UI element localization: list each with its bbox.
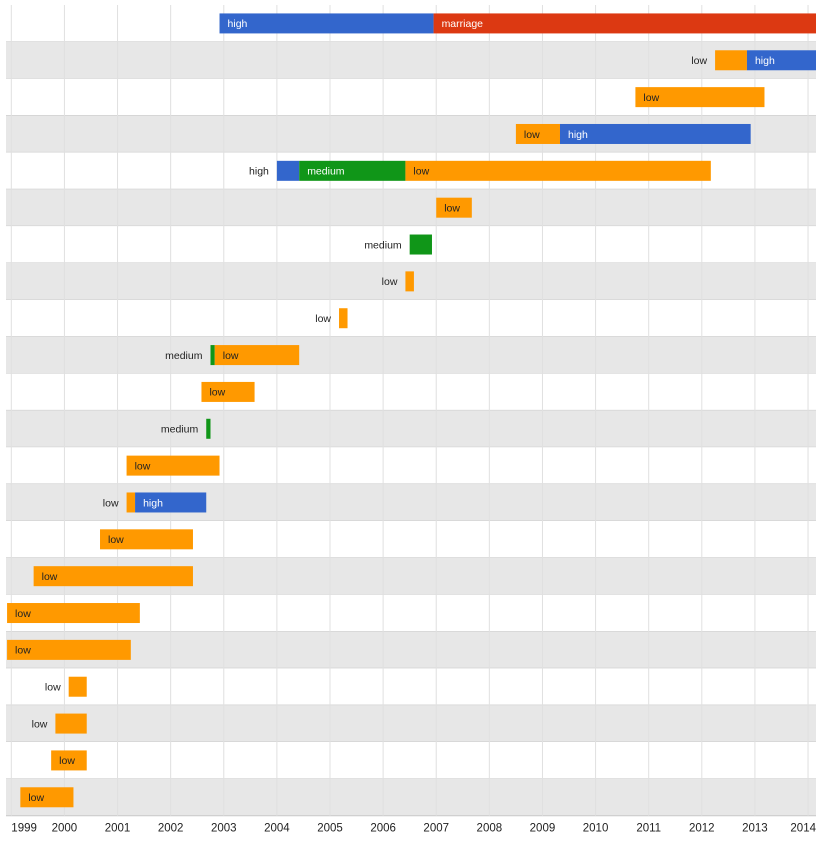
bar-low <box>7 603 140 624</box>
bar-label: low <box>32 718 48 730</box>
bar-label: low <box>413 166 429 178</box>
bar-high <box>219 13 434 34</box>
bar-label: high <box>143 497 163 509</box>
bar-label: high <box>228 18 248 30</box>
bar-high <box>746 50 816 71</box>
bar-label: low <box>209 387 225 399</box>
x-tick-label: 2008 <box>477 823 503 835</box>
bar-low <box>339 308 348 329</box>
row-background-9 <box>6 299 816 337</box>
row-background-21 <box>6 742 816 779</box>
bar-label: low <box>223 350 239 362</box>
bar-medium <box>210 345 215 366</box>
row-backgrounds <box>6 5 816 817</box>
bar-medium <box>409 234 432 255</box>
bar-label: low <box>15 608 31 620</box>
row-background-20 <box>6 705 816 742</box>
row-background-19 <box>6 668 816 706</box>
bar-high <box>276 160 300 181</box>
x-tick-label: 2003 <box>211 823 237 835</box>
bar-label: high <box>249 166 269 178</box>
bar-low <box>201 381 255 402</box>
bar-medium <box>299 160 406 181</box>
bar-label: medium <box>364 239 402 251</box>
row-background-2 <box>6 41 816 79</box>
x-tick-label: 2004 <box>264 823 290 835</box>
bar-low <box>20 787 74 808</box>
bar-label: high <box>568 129 588 141</box>
row-background-10 <box>6 336 816 374</box>
bar-low <box>436 197 472 218</box>
bar-label: low <box>524 129 540 141</box>
bar-low <box>126 455 220 476</box>
bar-low <box>126 492 136 513</box>
bar-low <box>405 271 414 292</box>
bar-label: low <box>28 792 44 804</box>
bar-label: low <box>444 202 460 214</box>
bar-label: low <box>135 460 151 472</box>
x-tick-label: 2006 <box>370 823 396 835</box>
x-tick-label: 2002 <box>158 823 184 835</box>
row-background-17 <box>6 594 816 632</box>
x-tick-label: 1999 <box>11 823 37 835</box>
bar-high <box>135 492 207 513</box>
bar-high <box>559 123 751 144</box>
bar-label: low <box>691 55 707 67</box>
bar-low <box>635 87 765 108</box>
x-tick-label: 2007 <box>423 823 449 835</box>
bar-low <box>405 160 711 181</box>
x-tick-label: 2011 <box>636 823 661 835</box>
bar-label: marriage <box>442 18 484 30</box>
bar-low <box>214 345 300 366</box>
bar-low <box>100 529 193 550</box>
bar-low <box>7 639 131 660</box>
x-tick-label: 2014 <box>790 823 816 835</box>
bar-low <box>715 50 747 71</box>
bar-label: low <box>103 497 119 509</box>
bar-medium <box>206 418 211 439</box>
bar-low <box>68 676 87 697</box>
bar-low <box>33 566 193 587</box>
bar-label: medium <box>161 424 199 436</box>
bar-label: low <box>59 755 75 767</box>
x-tick-label: 2001 <box>105 823 131 835</box>
row-background-12 <box>6 410 816 448</box>
row-background-22 <box>6 778 816 816</box>
bar-label: medium <box>165 350 203 362</box>
row-background-11 <box>6 373 816 411</box>
x-tick-label: 2000 <box>52 823 78 835</box>
bar-label: high <box>755 55 775 67</box>
x-tick-label: 2010 <box>583 823 609 835</box>
bar-label: low <box>45 682 61 694</box>
bar-label: medium <box>307 166 345 178</box>
bar-label: low <box>643 92 659 104</box>
bars: high marriage low high low low high high medium l… <box>7 13 816 808</box>
row-background-6 <box>6 189 816 227</box>
bar-low <box>51 750 87 771</box>
x-tick-label: 2013 <box>742 823 768 835</box>
bar-label: low <box>382 276 398 288</box>
bar-label: low <box>42 571 58 583</box>
bar-low <box>55 713 87 734</box>
x-tick-label: 2005 <box>317 823 343 835</box>
bar-marriage <box>433 13 816 34</box>
x-tick-label: 2009 <box>530 823 556 835</box>
x-axis: 1999 2000 2001 2002 2003 2004 2005 2006 2007 2008… <box>11 823 816 835</box>
bar-label: low <box>15 645 31 657</box>
row-background-18 <box>6 631 816 669</box>
bar-low <box>515 123 560 144</box>
bar-label: low <box>315 313 331 325</box>
bar-label: low <box>108 534 124 546</box>
x-tick-label: 2012 <box>689 823 715 835</box>
